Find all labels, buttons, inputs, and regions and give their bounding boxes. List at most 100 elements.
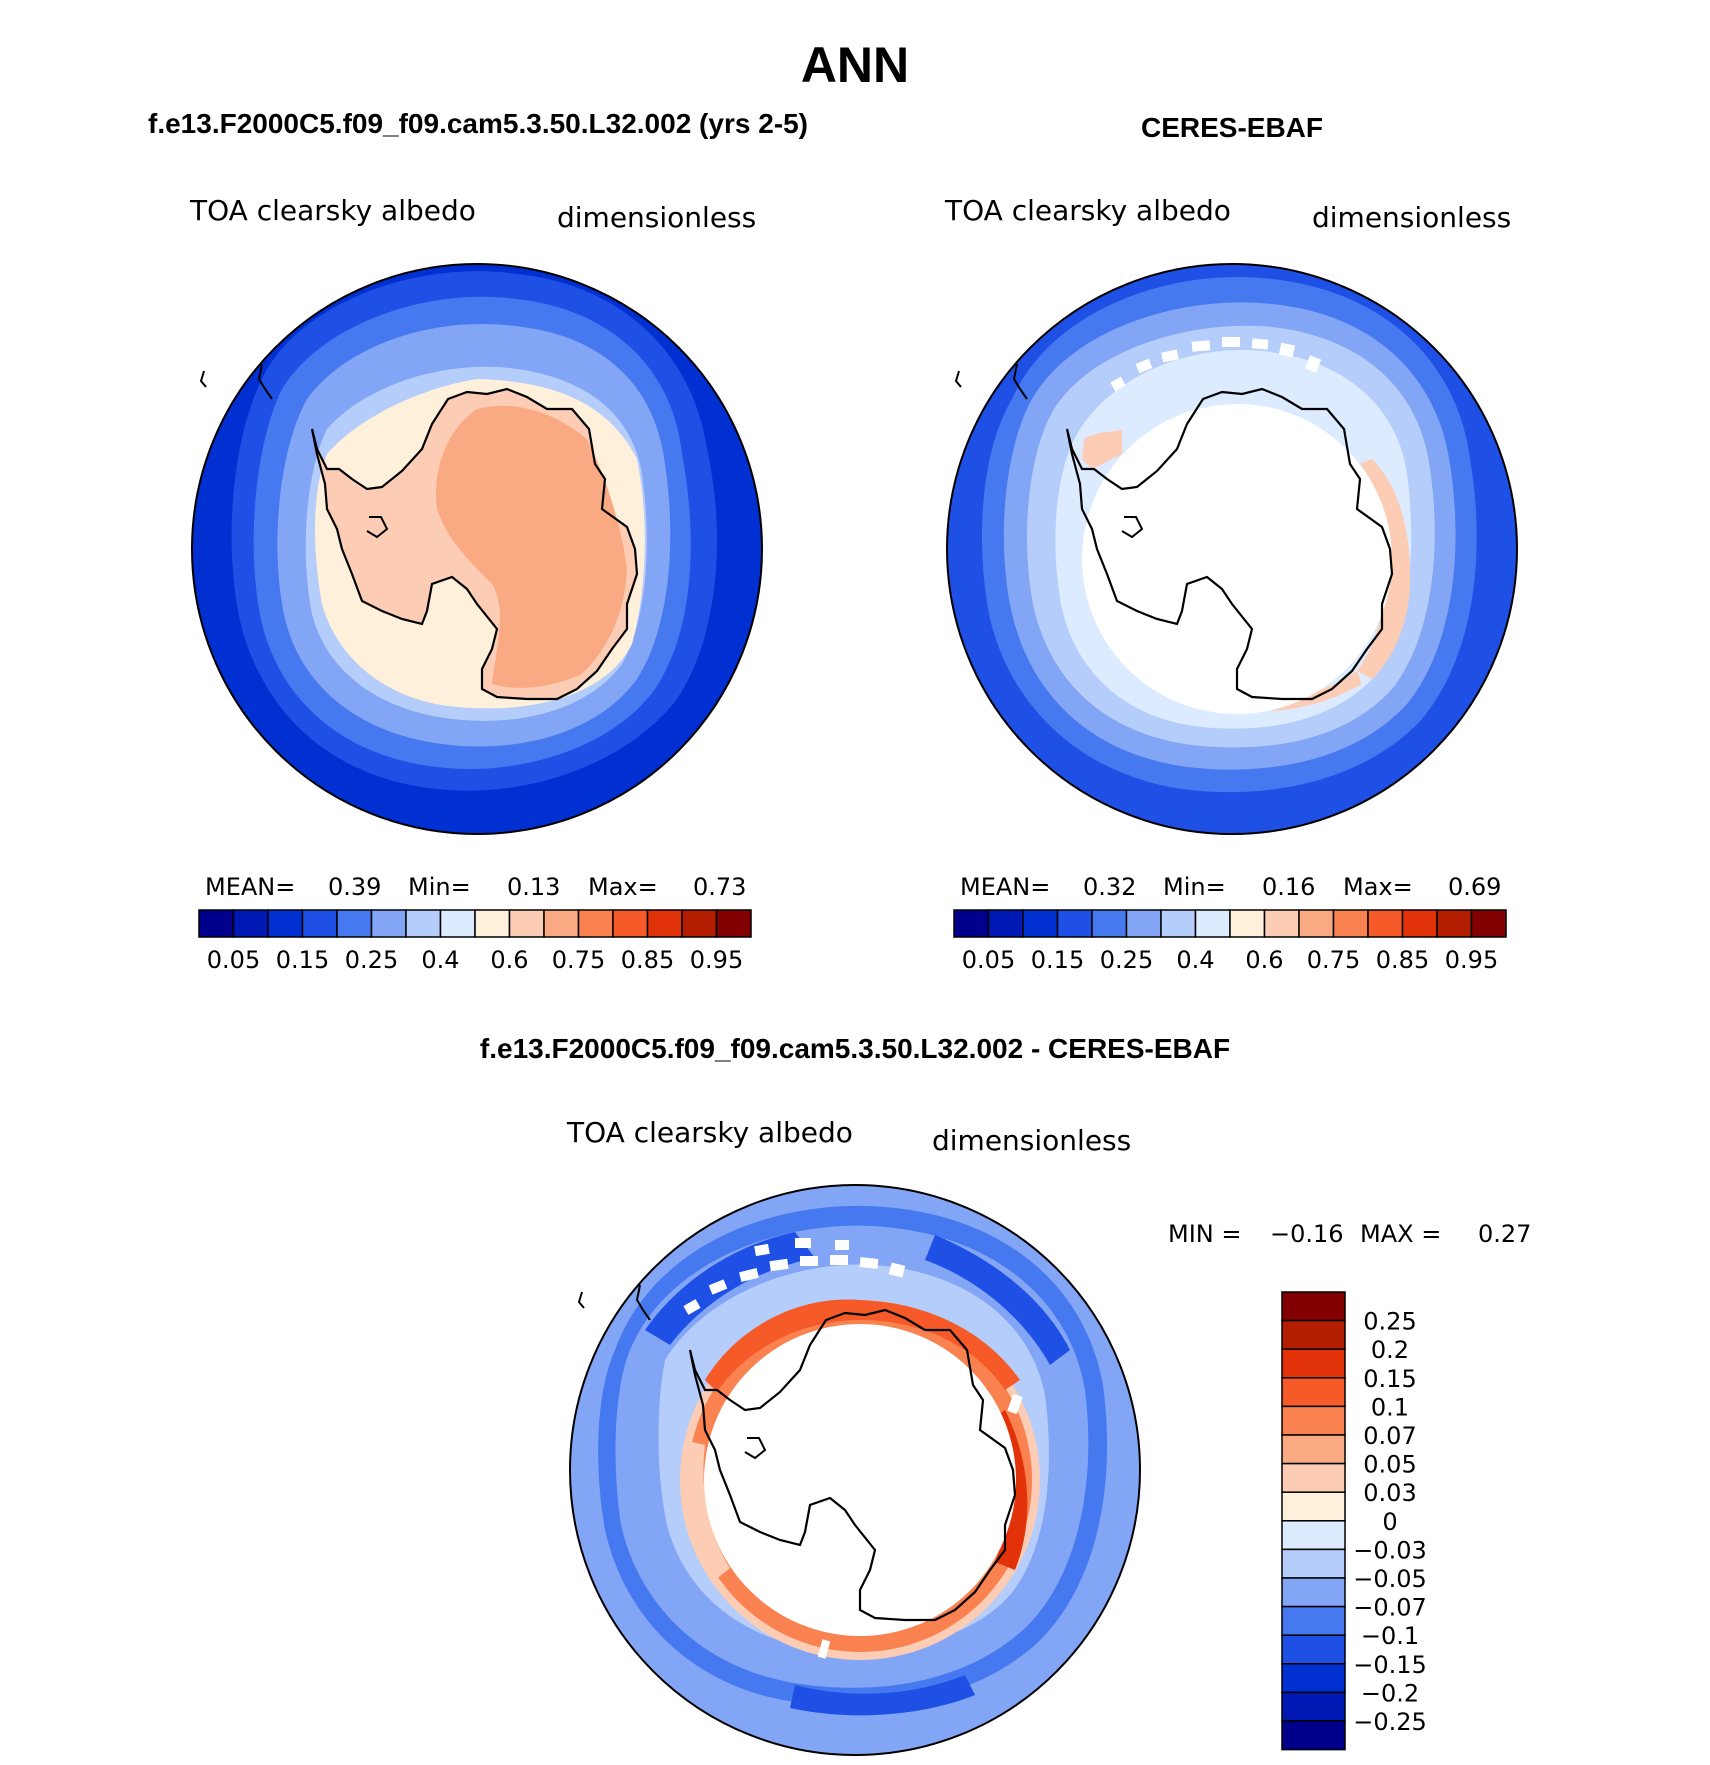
panel-diff-colorbar-box <box>1281 1634 1346 1665</box>
panel-obs-colorbar-box <box>1332 909 1369 938</box>
panel-diff-max-value: 0.27 <box>1478 1220 1531 1248</box>
panel-diff-colorbar-tick-label: −0.2 <box>1361 1679 1419 1707</box>
panel-model-colorbar-tick-label: 0.15 <box>276 946 329 974</box>
panel-model-colorbar-box <box>370 909 407 938</box>
panel-diff-colorbar-box <box>1281 1434 1346 1465</box>
panel-diff-colorbar-box <box>1281 1377 1346 1408</box>
panel-obs-colorbar-box <box>1298 909 1335 938</box>
panel-obs-min-label: Min= <box>1163 873 1226 901</box>
panel-model-min-value: 0.13 <box>507 873 560 901</box>
panel-obs-max-label: Max= <box>1343 873 1413 901</box>
panel-obs-mean-label: MEAN= <box>960 873 1050 901</box>
panel-obs-colorbar-box <box>1229 909 1266 938</box>
panel-diff-colorbar-tick-label: 0.2 <box>1371 1336 1409 1364</box>
panel-obs-variable: TOA clearsky albedo <box>944 194 1231 227</box>
panel-obs-colorbar-box <box>987 909 1024 938</box>
panel-obs-units: dimensionless <box>1312 201 1511 234</box>
panel-model-colorbar-tick-label: 0.6 <box>490 946 528 974</box>
panel-model-colorbar-box <box>612 909 649 938</box>
panel-obs-colorbar-box <box>1022 909 1059 938</box>
panel-obs-colorbar-box <box>1194 909 1231 938</box>
panel-obs-colorbar-box <box>1401 909 1438 938</box>
panel-diff-colorbar-tick-label: 0.05 <box>1363 1451 1416 1479</box>
panel-diff-colorbar-box <box>1281 1548 1346 1579</box>
panel-model-max-value: 0.73 <box>693 873 746 901</box>
panel-model-colorbar-box <box>646 909 683 938</box>
panel-obs-colorbar-tick-label: 0.4 <box>1176 946 1214 974</box>
panel-diff-colorbar-tick-label: −0.03 <box>1353 1536 1427 1564</box>
panel-diff-max-label: MAX = <box>1360 1220 1441 1248</box>
panel-obs-colorbar-tick-label: 0.15 <box>1031 946 1084 974</box>
panel-diff-colorbar-box <box>1281 1405 1346 1436</box>
panel-obs-title: CERES-EBAF <box>1141 112 1323 143</box>
panel-model: f.e13.F2000C5.f09_f09.cam5.3.50.L32.002 … <box>148 108 808 974</box>
panel-diff-colorbar-tick-label: 0.03 <box>1363 1479 1416 1507</box>
panel-diff-colorbar-tick-label: −0.15 <box>1353 1651 1427 1679</box>
panel-diff-title: f.e13.F2000C5.f09_f09.cam5.3.50.L32.002 … <box>480 1033 1230 1064</box>
panel-model-title: f.e13.F2000C5.f09_f09.cam5.3.50.L32.002 … <box>148 108 808 139</box>
panel-model-colorbar-tick-label: 0.85 <box>621 946 674 974</box>
panel-model-colorbar-box <box>267 909 304 938</box>
panel-obs-max-value: 0.69 <box>1448 873 1501 901</box>
panel-obs-map <box>946 263 1518 835</box>
panel-diff-min-label: MIN = <box>1168 1220 1241 1248</box>
panel-diff-colorbar-tick-label: 0.1 <box>1371 1393 1409 1421</box>
panel-diff-colorbar-tick-label: 0 <box>1382 1508 1397 1536</box>
panel-model-min-label: Min= <box>408 873 471 901</box>
panel-obs-colorbar-tick-label: 0.75 <box>1307 946 1360 974</box>
panel-diff-colorbar-box <box>1281 1520 1346 1551</box>
panel-diff-units: dimensionless <box>932 1124 1131 1157</box>
panel-model-colorbar-box <box>474 909 511 938</box>
panel-diff-colorbar-tick-label: 0.25 <box>1363 1308 1416 1336</box>
panel-model-stats: MEAN= 0.39 Min= 0.13 Max= 0.73 <box>205 873 746 901</box>
panel-diff: f.e13.F2000C5.f09_f09.cam5.3.50.L32.002 … <box>480 1033 1531 1756</box>
panel-model-colorbar-box <box>715 909 752 938</box>
panel-diff-colorbar-box <box>1281 1491 1346 1522</box>
panel-model-colorbar-tick-label: 0.95 <box>690 946 743 974</box>
panel-obs-colorbar-tick-label: 0.25 <box>1100 946 1153 974</box>
panel-model-variable: TOA clearsky albedo <box>189 194 476 227</box>
panel-obs-colorbar-tick-label: 0.05 <box>962 946 1015 974</box>
panel-model-colorbar-box <box>232 909 269 938</box>
panel-diff-colorbar-box <box>1281 1291 1346 1322</box>
panel-obs-colorbar-box <box>1367 909 1404 938</box>
panel-obs-colorbar-box <box>1056 909 1093 938</box>
panel-diff-colorbar-box <box>1281 1663 1346 1694</box>
panel-model-colorbar-box <box>681 909 718 938</box>
panel-diff-colorbar-box <box>1281 1319 1346 1350</box>
panel-model-mean-label: MEAN= <box>205 873 295 901</box>
panel-diff-map <box>569 1184 1141 1756</box>
panel-diff-variable: TOA clearsky albedo <box>566 1116 853 1149</box>
panel-diff-colorbar-box <box>1281 1720 1346 1751</box>
panel-model-units: dimensionless <box>557 201 756 234</box>
panel-diff-colorbar-box <box>1281 1348 1346 1379</box>
panel-diff-colorbar: 0.250.20.150.10.070.050.030−0.03−0.05−0.… <box>1281 1291 1427 1751</box>
panel-diff-colorbar-tick-label: 0.07 <box>1363 1422 1416 1450</box>
panel-obs-colorbar-box <box>1263 909 1300 938</box>
panel-model-colorbar-box <box>543 909 580 938</box>
panel-model-colorbar-tick-label: 0.4 <box>421 946 459 974</box>
panel-model-colorbar-box <box>439 909 476 938</box>
panel-model-colorbar-box <box>198 909 235 938</box>
panel-diff-colorbar-box <box>1281 1462 1346 1493</box>
panel-model-colorbar-box <box>577 909 614 938</box>
panel-diff-min-value: −0.16 <box>1270 1220 1344 1248</box>
panel-diff-colorbar-tick-label: −0.1 <box>1361 1622 1419 1650</box>
panel-diff-stats: MIN = −0.16 MAX = 0.27 <box>1168 1220 1531 1248</box>
panel-obs-colorbar-tick-label: 0.6 <box>1245 946 1283 974</box>
panel-obs: CERES-EBAF TOA clearsky albedo dimension… <box>944 112 1518 974</box>
panel-model-mean-value: 0.39 <box>328 873 381 901</box>
panel-model-colorbar-box <box>301 909 338 938</box>
panel-model-colorbar-tick-label: 0.75 <box>552 946 605 974</box>
panel-model-max-label: Max= <box>588 873 658 901</box>
panel-obs-colorbar-box <box>1125 909 1162 938</box>
panel-model-map <box>191 263 763 835</box>
panel-obs-min-value: 0.16 <box>1262 873 1315 901</box>
panel-obs-stats: MEAN= 0.32 Min= 0.16 Max= 0.69 <box>960 873 1501 901</box>
panel-model-colorbar: 0.05 0.15 0.25 0.4 0.6 0.75 0.85 0.95 <box>198 909 752 974</box>
panel-diff-colorbar-box <box>1281 1577 1346 1608</box>
panel-obs-colorbar-box <box>1436 909 1473 938</box>
panel-obs-colorbar-box <box>1470 909 1507 938</box>
panel-obs-colorbar-box <box>953 909 990 938</box>
